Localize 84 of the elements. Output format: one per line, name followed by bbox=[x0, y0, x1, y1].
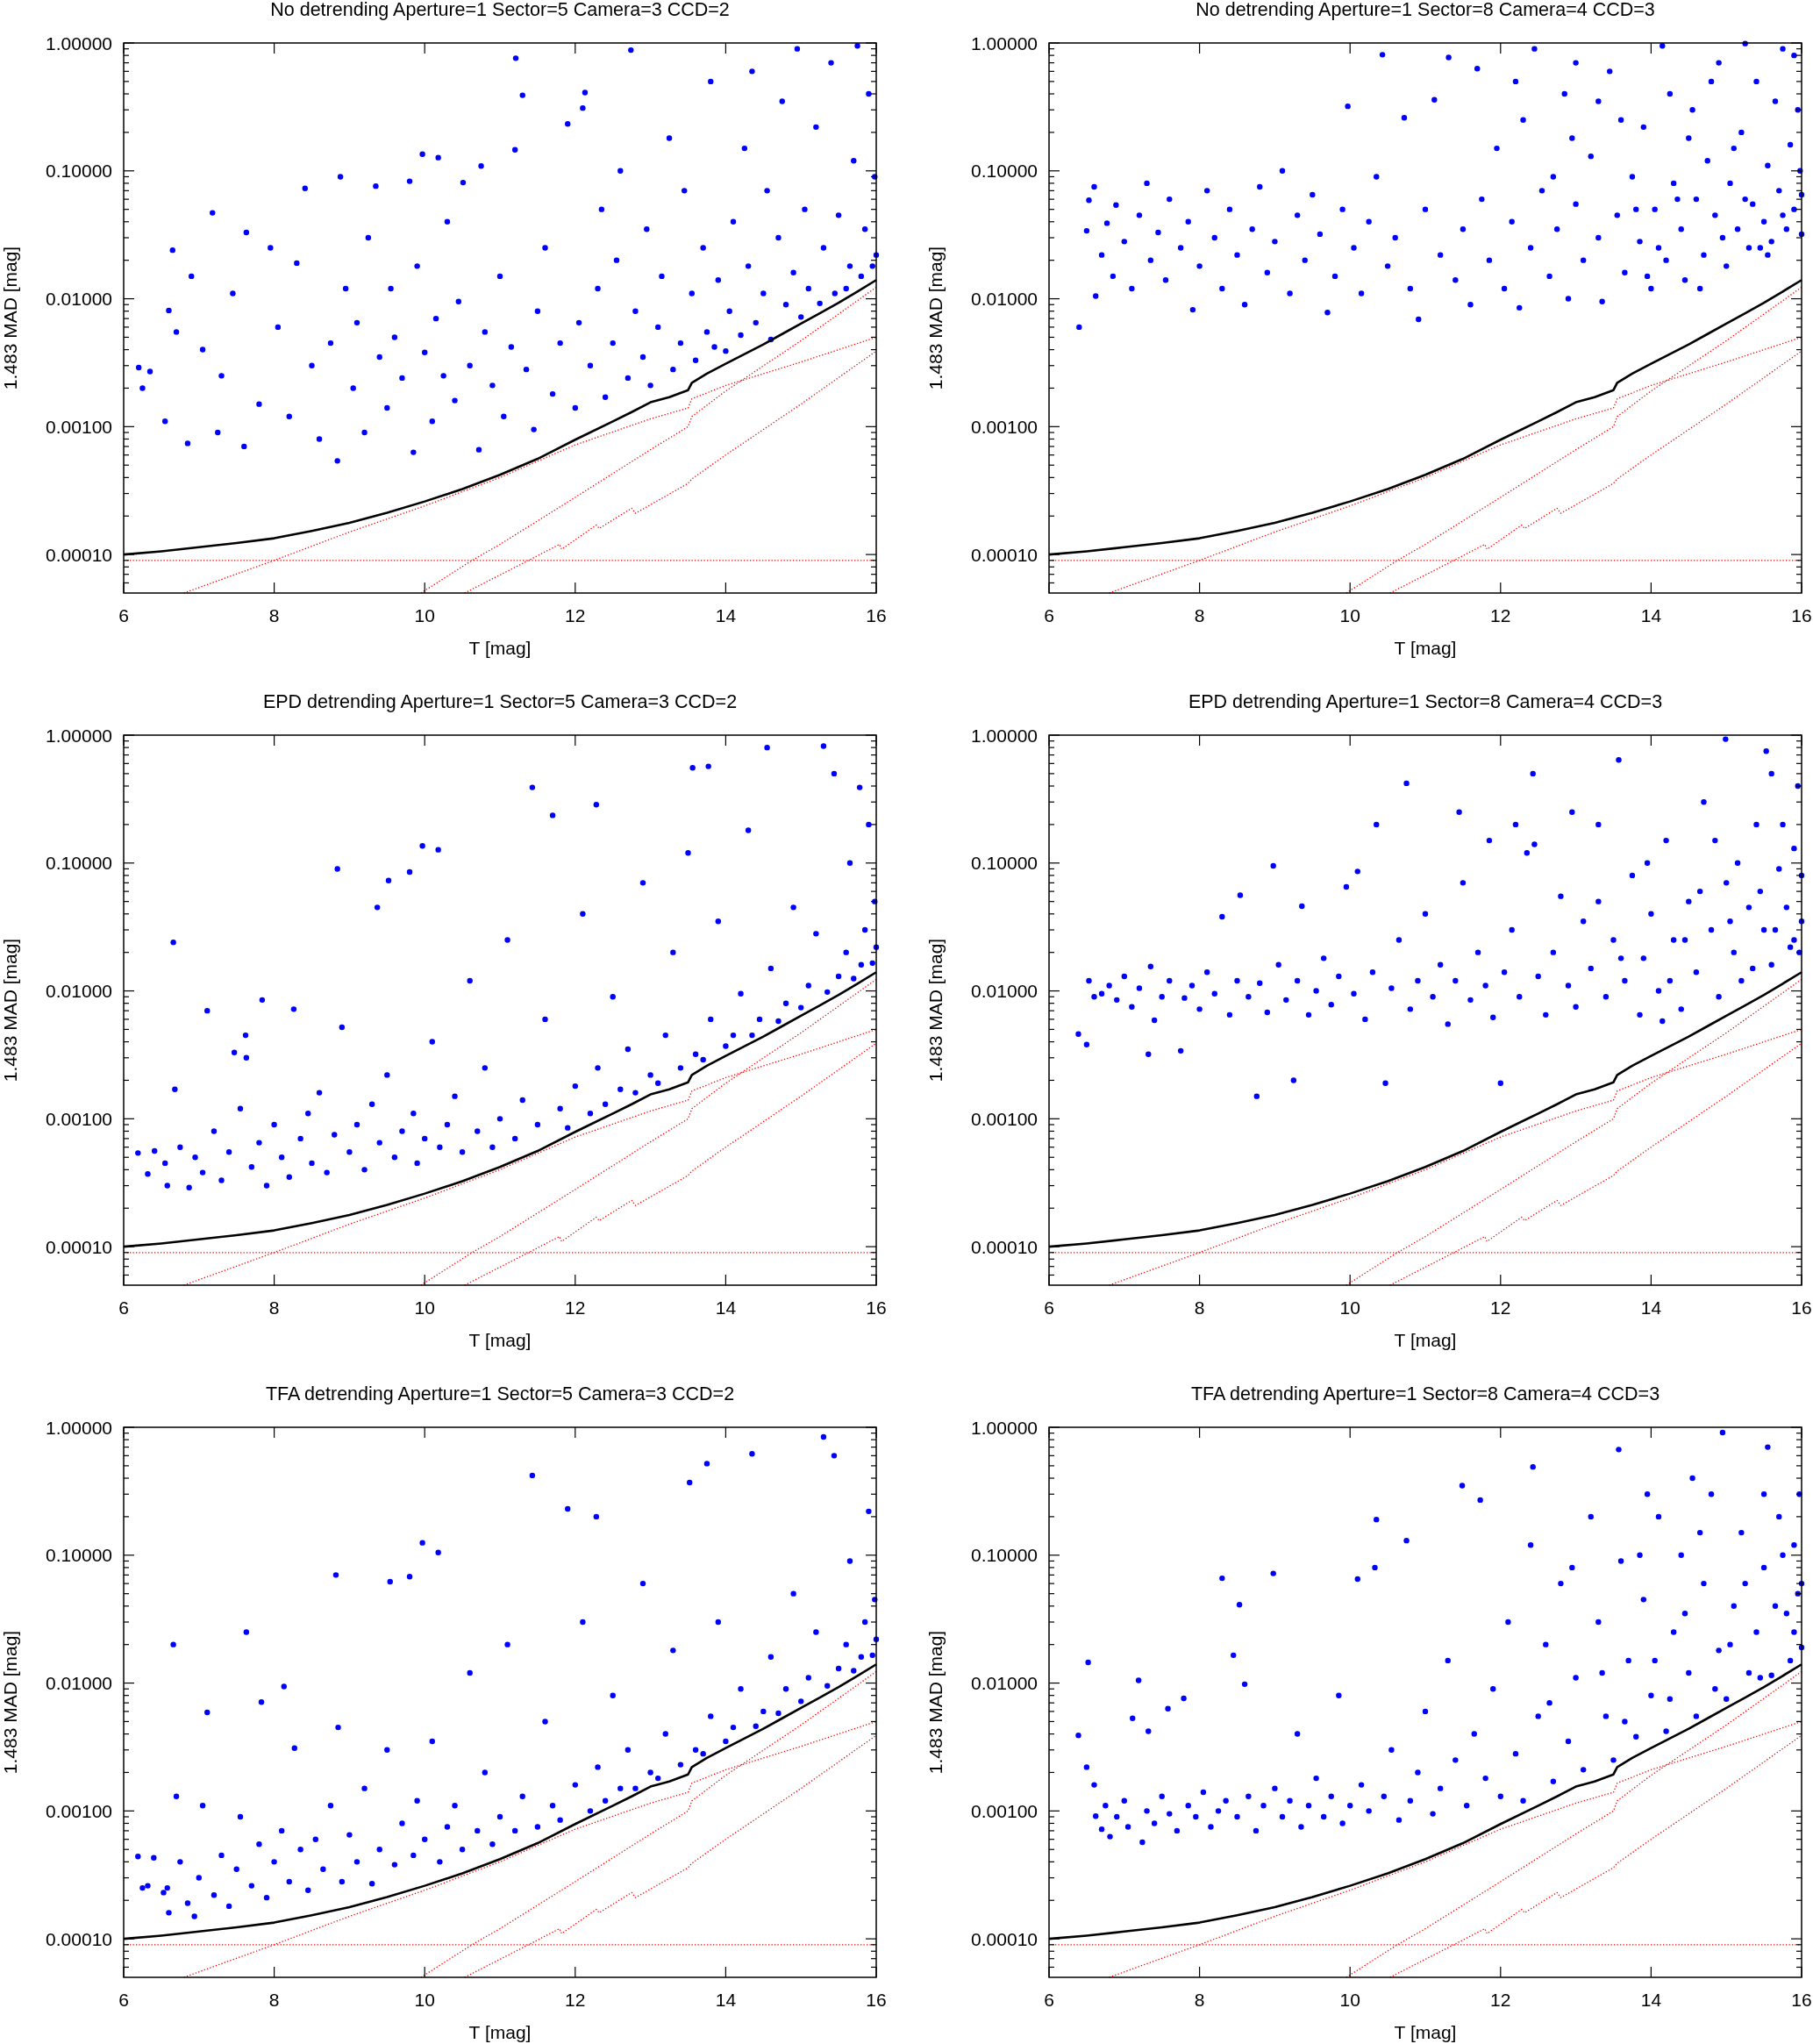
x-tick-label: 6 bbox=[118, 1297, 129, 1318]
x-tick-label: 6 bbox=[118, 605, 129, 625]
x-tick-label: 6 bbox=[1044, 1990, 1054, 2010]
y-tick-label: 0.00100 bbox=[971, 1108, 1038, 1129]
x-tick-label: 8 bbox=[268, 1990, 280, 2010]
y-tick-label: 0.10000 bbox=[971, 161, 1038, 182]
x-tick-label: 14 bbox=[715, 605, 737, 625]
x-tick-label: 10 bbox=[1339, 1297, 1360, 1318]
x-tick-label: 16 bbox=[866, 1297, 887, 1318]
y-tick-label: 0.00010 bbox=[971, 544, 1038, 565]
x-tick-label: 10 bbox=[414, 605, 435, 625]
y-axis-title: 1.483 MAD [mag] bbox=[925, 938, 946, 1083]
x-tick-label: 16 bbox=[866, 605, 887, 625]
x-tick-label: 6 bbox=[118, 1990, 129, 2010]
x-tick-label: 10 bbox=[1339, 1990, 1360, 2010]
chart-title: TFA detrending Aperture=1 Sector=8 Camera=4 CCD=3 bbox=[1190, 1383, 1660, 1404]
x-axis-title: T [mag] bbox=[1394, 2022, 1457, 2042]
y-tick-label: 0.00100 bbox=[971, 416, 1038, 437]
x-tick-label: 8 bbox=[1194, 1297, 1205, 1318]
y-tick-label: 1.00000 bbox=[971, 32, 1038, 54]
x-tick-label: 10 bbox=[414, 1297, 435, 1318]
x-tick-label: 12 bbox=[1490, 1297, 1511, 1318]
x-tick-label: 12 bbox=[1490, 1990, 1511, 2010]
y-tick-label: 0.10000 bbox=[971, 1545, 1038, 1566]
x-tick-label: 14 bbox=[1640, 605, 1662, 625]
chart-title: No detrending Aperture=1 Sector=8 Camera=4 CCD=3 bbox=[1196, 0, 1655, 20]
y-tick-label: 0.00100 bbox=[46, 416, 112, 437]
chart-title: No detrending Aperture=1 Sector=5 Camera=3 CCD=2 bbox=[270, 0, 730, 20]
chart-title: EPD detrending Aperture=1 Sector=8 Camera=4 CCD=3 bbox=[1188, 691, 1663, 712]
y-tick-label: 0.01000 bbox=[971, 981, 1038, 1002]
x-axis-title: T [mag] bbox=[468, 638, 532, 658]
x-tick-label: 14 bbox=[1640, 1990, 1662, 2010]
x-tick-label: 14 bbox=[715, 1990, 737, 2010]
y-tick-label: 0.01000 bbox=[46, 289, 112, 310]
y-tick-label: 1.00000 bbox=[46, 32, 112, 54]
x-tick-label: 14 bbox=[715, 1297, 737, 1318]
y-tick-label: 1.00000 bbox=[46, 1417, 112, 1438]
y-tick-label: 0.00010 bbox=[46, 1928, 112, 1949]
x-tick-label: 12 bbox=[565, 605, 586, 625]
y-tick-label: 0.00100 bbox=[971, 1800, 1038, 1821]
y-axis-title: 1.483 MAD [mag] bbox=[925, 246, 946, 390]
y-axis-title: 1.483 MAD [mag] bbox=[0, 938, 20, 1083]
y-tick-label: 0.00010 bbox=[46, 544, 112, 565]
chart-title: EPD detrending Aperture=1 Sector=5 Camera=3 CCD=2 bbox=[262, 691, 738, 712]
x-tick-label: 16 bbox=[1791, 1990, 1812, 2010]
y-tick-label: 1.00000 bbox=[46, 725, 112, 746]
y-tick-label: 0.00010 bbox=[971, 1928, 1038, 1949]
y-tick-label: 0.00010 bbox=[971, 1236, 1038, 1257]
x-tick-label: 10 bbox=[1339, 605, 1360, 625]
y-tick-label: 0.00100 bbox=[46, 1108, 112, 1129]
y-tick-label: 0.10000 bbox=[46, 853, 112, 874]
y-tick-label: 0.01000 bbox=[971, 289, 1038, 310]
x-tick-label: 12 bbox=[1490, 605, 1511, 625]
y-axis-title: 1.483 MAD [mag] bbox=[925, 1630, 946, 1775]
y-tick-label: 1.00000 bbox=[971, 1417, 1038, 1438]
x-tick-label: 16 bbox=[1791, 605, 1812, 625]
x-tick-label: 12 bbox=[565, 1297, 586, 1318]
x-tick-label: 6 bbox=[1044, 1297, 1054, 1318]
x-tick-label: 8 bbox=[268, 1297, 280, 1318]
x-tick-label: 12 bbox=[565, 1990, 586, 2010]
y-tick-label: 0.00010 bbox=[46, 1236, 112, 1257]
x-tick-label: 8 bbox=[268, 605, 280, 625]
y-axis-title: 1.483 MAD [mag] bbox=[0, 1630, 20, 1775]
y-axis-title: 1.483 MAD [mag] bbox=[0, 246, 20, 390]
x-tick-label: 8 bbox=[1194, 605, 1205, 625]
y-tick-label: 0.10000 bbox=[46, 1545, 112, 1566]
y-tick-label: 0.10000 bbox=[971, 853, 1038, 874]
x-tick-label: 8 bbox=[1194, 1990, 1205, 2010]
x-tick-label: 10 bbox=[414, 1990, 435, 2010]
x-axis-title: T [mag] bbox=[1394, 638, 1457, 658]
y-tick-label: 0.10000 bbox=[46, 161, 112, 182]
x-axis-title: T [mag] bbox=[468, 2022, 532, 2042]
x-tick-label: 16 bbox=[1791, 1297, 1812, 1318]
x-tick-label: 16 bbox=[866, 1990, 887, 2010]
y-tick-label: 1.00000 bbox=[971, 725, 1038, 746]
x-tick-label: 14 bbox=[1640, 1297, 1662, 1318]
y-tick-label: 0.00100 bbox=[46, 1800, 112, 1821]
x-axis-title: T [mag] bbox=[468, 1330, 532, 1350]
x-tick-label: 6 bbox=[1044, 605, 1054, 625]
y-tick-label: 0.01000 bbox=[46, 981, 112, 1002]
y-tick-label: 0.01000 bbox=[46, 1673, 112, 1694]
chart-title: TFA detrending Aperture=1 Sector=5 Camera=3 CCD=2 bbox=[265, 1383, 735, 1404]
x-axis-title: T [mag] bbox=[1394, 1330, 1457, 1350]
y-tick-label: 0.01000 bbox=[971, 1673, 1038, 1694]
